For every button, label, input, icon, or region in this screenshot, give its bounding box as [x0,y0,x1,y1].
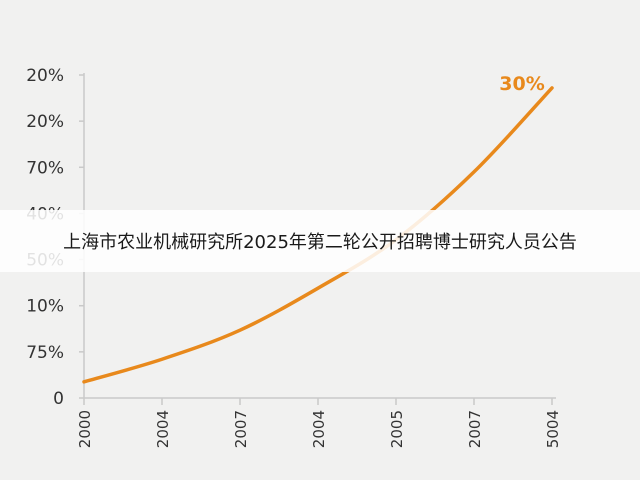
y-tick-label: 0 [53,389,64,409]
y-tick-label: 75% [26,343,64,363]
x-tick-label: 2007 [466,410,484,448]
y-tick-label: 20% [26,112,64,132]
x-tick-label: 2005 [388,410,406,448]
y-tick-label: 10% [26,297,64,317]
x-tick-label: 2004 [154,410,172,448]
x-tick-label: 5004 [544,410,562,448]
x-tick-label: 2000 [76,410,94,448]
x-tick-label: 2007 [232,410,250,448]
x-axis-ticks: 2000 2004 2007 2004 2005 2007 5004 [76,398,562,448]
end-value-label: 30% [499,73,544,95]
y-tick-label: 20% [26,66,64,86]
series-line [82,86,554,384]
x-tick-label: 2004 [310,410,328,448]
banner-title: 上海市农业机械研究所2025年第二轮公开招聘博士研究人员公告 [63,232,577,253]
announcement-banner: 上海市农业机械研究所2025年第二轮公开招聘博士研究人员公告 [0,210,640,272]
y-tick-label: 70% [26,158,64,178]
